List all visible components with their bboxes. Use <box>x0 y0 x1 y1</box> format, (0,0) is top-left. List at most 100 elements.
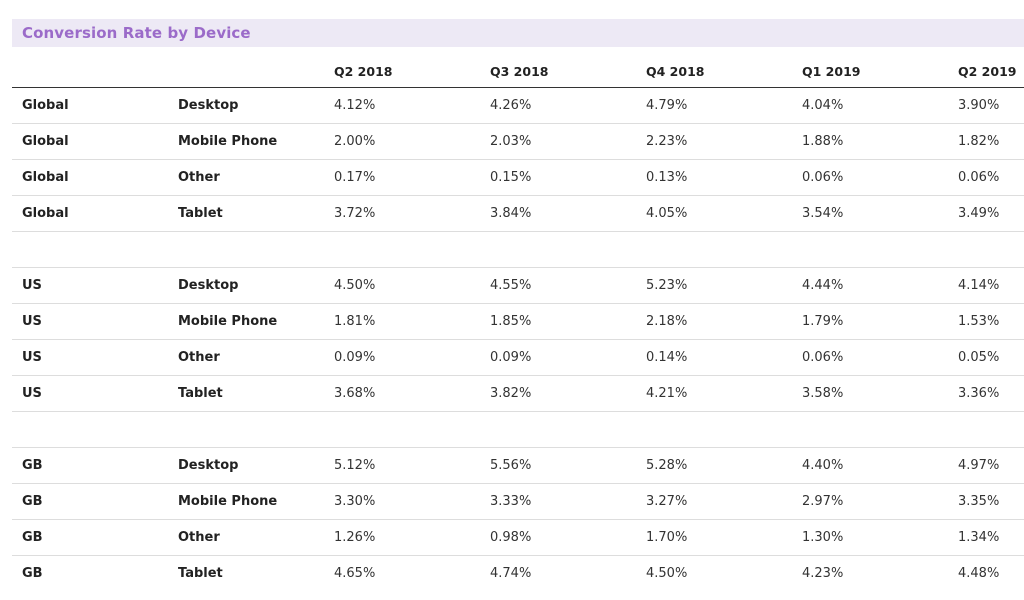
value-cell: 5.56% <box>480 447 636 484</box>
value-cell: 3.90% <box>948 87 1024 124</box>
value-cell: 3.36% <box>948 375 1024 412</box>
value-cell: 4.26% <box>480 87 636 124</box>
value-cell: 2.00% <box>324 123 480 160</box>
value-cell: 3.68% <box>324 375 480 412</box>
value-cell: 4.50% <box>646 566 688 581</box>
device-cell: Other <box>168 519 324 556</box>
header-cell: Q4 2018 <box>636 56 792 88</box>
region-cell: US <box>12 267 168 304</box>
value-cell: 4.74% <box>490 566 532 581</box>
header-cell <box>168 56 324 88</box>
value-cell: 1.30% <box>792 519 948 556</box>
empty-cell <box>324 231 480 268</box>
value-cell: 3.33% <box>480 483 636 520</box>
device-cell: Tablet <box>178 566 223 581</box>
header-row: Q2 2018 Q3 2018 Q4 2018 Q1 2019 Q2 2019 <box>12 56 1024 88</box>
empty-cell <box>792 411 948 448</box>
value-cell: 3.30% <box>324 483 480 520</box>
value-cell: 2.18% <box>636 303 792 340</box>
value-cell: 4.50% <box>324 267 480 304</box>
group-spacer-row <box>12 411 1024 448</box>
empty-cell <box>480 231 636 268</box>
empty-cell <box>636 411 792 448</box>
value-cell: 1.81% <box>324 303 480 340</box>
value-cell: 2.03% <box>480 123 636 160</box>
empty-cell <box>948 411 1024 448</box>
table-row: US Other 0.09% 0.09% 0.14% 0.06% 0.05% <box>12 339 1024 376</box>
device-cell: Desktop <box>168 87 324 124</box>
value-cell: 5.12% <box>324 447 480 484</box>
device-cell: Mobile Phone <box>168 483 324 520</box>
value-cell: 4.14% <box>948 267 1024 304</box>
header-cell: Q2 2018 <box>324 56 480 88</box>
value-cell: 2.23% <box>636 123 792 160</box>
conversion-table: Q2 2018 Q3 2018 Q4 2018 Q1 2019 Q2 2019 … <box>12 56 1024 591</box>
value-cell: 0.14% <box>636 339 792 376</box>
value-cell: 1.26% <box>324 519 480 556</box>
empty-cell <box>12 231 168 268</box>
region-cell: GB <box>12 519 168 556</box>
value-cell: 2.97% <box>792 483 948 520</box>
empty-cell <box>324 411 480 448</box>
region-cell: Global <box>12 195 168 232</box>
value-cell: 4.44% <box>792 267 948 304</box>
value-cell: 0.06% <box>792 339 948 376</box>
table-row: Global Tablet 3.72% 3.84% 4.05% 3.54% 3.49% <box>12 195 1024 232</box>
value-cell: 4.21% <box>636 375 792 412</box>
value-cell: 4.40% <box>792 447 948 484</box>
region-cell: Global <box>12 123 168 160</box>
value-cell: 4.23% <box>802 566 844 581</box>
value-cell: 0.06% <box>948 159 1024 196</box>
group-spacer-row <box>12 231 1024 268</box>
title-bar: Conversion Rate by Device <box>12 19 1024 47</box>
empty-cell <box>168 231 324 268</box>
value-cell: 0.09% <box>480 339 636 376</box>
device-cell: Other <box>168 339 324 376</box>
empty-cell <box>636 231 792 268</box>
table-row: US Desktop 4.50% 4.55% 5.23% 4.44% 4.14% <box>12 267 1024 304</box>
header-cell: Q1 2019 <box>792 56 948 88</box>
region-cell: GB <box>12 447 168 484</box>
table-row: US Mobile Phone 1.81% 1.85% 2.18% 1.79% 1.53% <box>12 303 1024 340</box>
value-cell: 4.48% <box>958 566 1000 581</box>
table-body: Global Desktop 4.12% 4.26% 4.79% 4.04% 3.90% Gl… <box>12 87 1024 592</box>
value-cell: 4.65% <box>334 566 376 581</box>
device-cell: Desktop <box>168 447 324 484</box>
empty-cell <box>948 231 1024 268</box>
value-cell: 1.34% <box>948 519 1024 556</box>
region-cell: GB <box>12 483 168 520</box>
table-row: GB Desktop 5.12% 5.56% 5.28% 4.40% 4.97% <box>12 447 1024 484</box>
value-cell: 3.72% <box>324 195 480 232</box>
value-cell: 0.06% <box>792 159 948 196</box>
value-cell: 3.35% <box>948 483 1024 520</box>
value-cell: 0.15% <box>480 159 636 196</box>
value-cell: 3.54% <box>792 195 948 232</box>
value-cell: 3.27% <box>636 483 792 520</box>
header-cell <box>12 56 168 88</box>
value-cell: 4.79% <box>636 87 792 124</box>
device-cell: Tablet <box>168 195 324 232</box>
table-row: Global Desktop 4.12% 4.26% 4.79% 4.04% 3.90% <box>12 87 1024 124</box>
header-cell: Q3 2018 <box>480 56 636 88</box>
value-cell: 1.79% <box>792 303 948 340</box>
empty-cell <box>480 411 636 448</box>
value-cell: 0.17% <box>324 159 480 196</box>
device-cell: Desktop <box>168 267 324 304</box>
value-cell: 3.84% <box>480 195 636 232</box>
value-cell: 1.85% <box>480 303 636 340</box>
table-row: GB Mobile Phone 3.30% 3.33% 3.27% 2.97% 3.35% <box>12 483 1024 520</box>
device-cell: Tablet <box>168 375 324 412</box>
value-cell: 3.58% <box>792 375 948 412</box>
value-cell: 3.82% <box>480 375 636 412</box>
value-cell: 5.23% <box>636 267 792 304</box>
table-title: Conversion Rate by Device <box>22 24 251 42</box>
value-cell: 4.04% <box>792 87 948 124</box>
empty-cell <box>792 231 948 268</box>
empty-cell <box>12 411 168 448</box>
region-cell: Global <box>12 87 168 124</box>
device-cell: Mobile Phone <box>168 303 324 340</box>
region-cell: GB <box>22 566 43 581</box>
value-cell: 3.49% <box>948 195 1024 232</box>
region-cell: US <box>12 375 168 412</box>
table-row: GB Other 1.26% 0.98% 1.70% 1.30% 1.34% <box>12 519 1024 556</box>
